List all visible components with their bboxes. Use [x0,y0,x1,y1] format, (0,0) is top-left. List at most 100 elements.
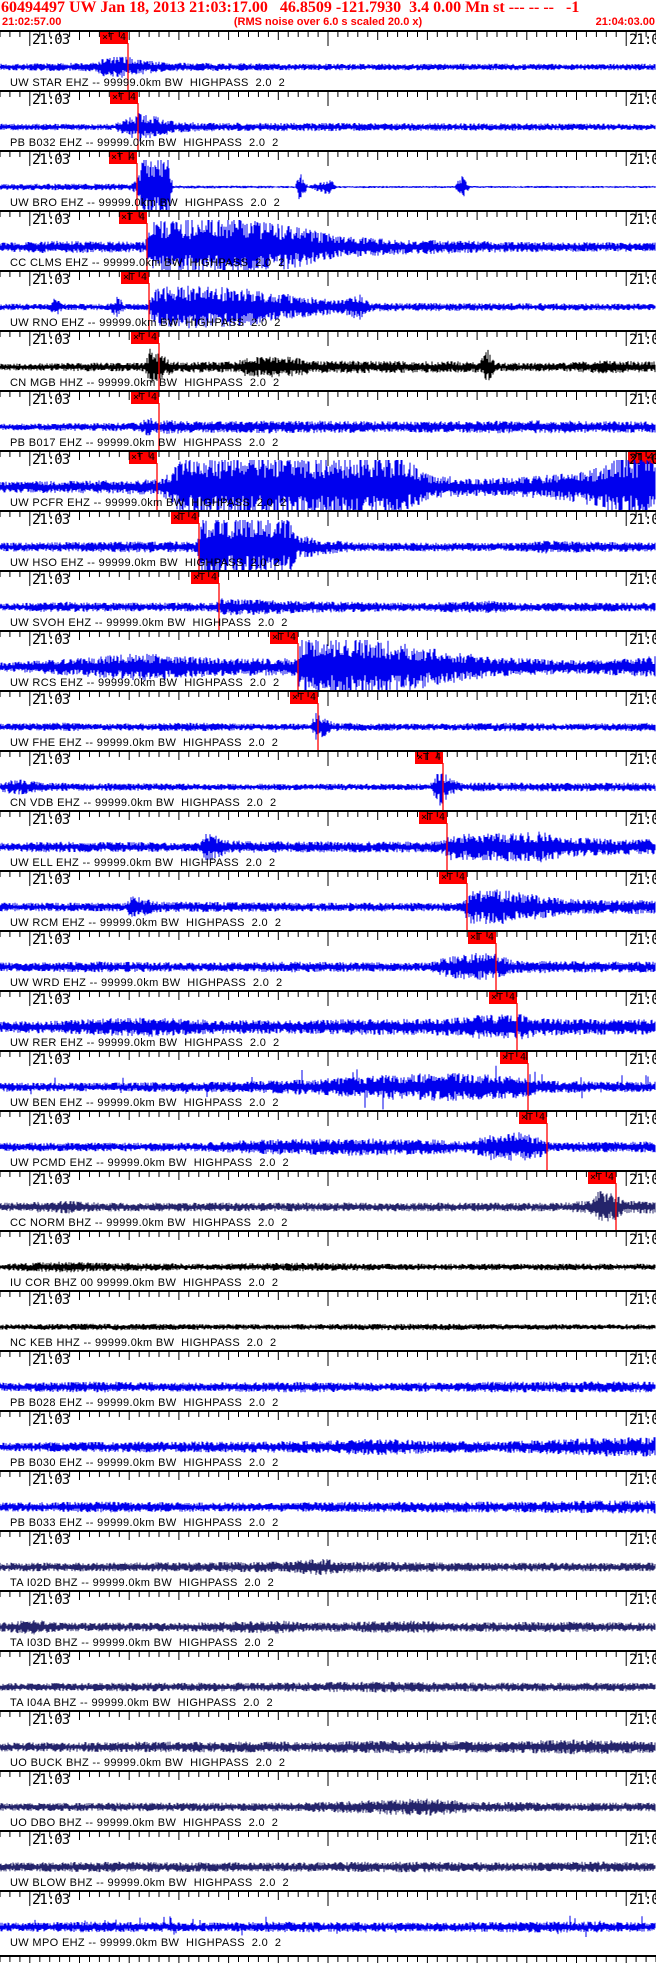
trace-time-left: 21:03 [32,1232,70,1248]
pick-flag[interactable]: ×T 4 [489,992,517,1004]
trace-time-left: 21:03 [32,752,70,768]
trace-waveform[interactable] [0,630,656,690]
trace-time-left: 21:03 [32,452,70,468]
pick-flag[interactable]: ×T 4 [131,392,159,404]
trace-time-left: 21:03 [32,1112,70,1128]
pick-flag[interactable]: ×T 4 [110,92,138,104]
trace-time-left: 21:03 [32,1052,70,1068]
trace-waveform[interactable] [0,1170,656,1230]
trace-waveform[interactable] [0,870,656,930]
trace-time-left: 21:03 [32,1292,70,1308]
trace-waveform[interactable] [0,1350,656,1410]
trace-waveform[interactable] [0,1890,656,1950]
pick-flag[interactable]: ×T 4 [468,932,496,944]
trace-waveform[interactable] [0,1830,656,1890]
trace-station-label: UW PCFR EHZ -- 99999.0km BW HIGHPASS 2.0… [10,497,287,509]
pick-flag[interactable]: ×T 4 [131,332,159,344]
pick-flag[interactable]: ×T 4 [290,692,318,704]
window-end-time: 21:04:03.00 [595,16,655,28]
trace-waveform[interactable] [0,450,656,510]
trace-waveform[interactable] [0,570,656,630]
trace-waveform[interactable] [0,1710,656,1770]
trace-station-label: PB B017 EHZ -- 99999.0km BW HIGHPASS 2.0… [10,437,279,449]
pick-flag[interactable]: ×T 4 [171,512,199,524]
pick-flag[interactable]: ×T 4 [439,872,467,884]
trace-time-left: 21:03 [32,1832,70,1848]
pick-flag[interactable]: ×T 4 [419,812,447,824]
trace-waveform[interactable] [0,210,656,270]
trace-waveform[interactable] [0,510,656,570]
trace-station-label: TA I02D BHZ -- 99999.0km BW HIGHPASS 2.0… [10,1577,275,1589]
trace-time-left: 21:03 [32,212,70,228]
pick-flag[interactable]: ×T 4 [129,452,157,464]
trace-station-label: PB B030 EHZ -- 99999.0km BW HIGHPASS 2.0… [10,1457,279,1469]
pick-flag[interactable]: ×T 4 [119,212,147,224]
trace-waveform[interactable] [0,750,656,810]
trace-station-label: CN MGB HHZ -- 99999.0km BW HIGHPASS 2.0 … [10,377,280,389]
trace-waveform[interactable] [0,990,656,1050]
trace-time-left: 21:03 [32,1412,70,1428]
trace-time-left: 21:03 [32,1772,70,1788]
pick-flag[interactable]: ×T 4 [588,1172,616,1184]
trace-station-label: UW BRO EHZ -- 99999.0km BW HIGHPASS 2.0 … [10,197,281,209]
trace-waveform[interactable] [0,690,656,750]
trace-waveform[interactable] [0,30,656,90]
trace-time-left: 21:03 [32,1172,70,1188]
event-summary-line: 60494497 UW Jan 18, 2013 21:03:17.00 46.… [1,0,580,16]
window-start-time: 21:02:57.00 [2,16,62,28]
trace-waveform[interactable] [0,1230,656,1290]
trace-waveform[interactable] [0,1290,656,1350]
trace-waveform[interactable] [0,150,656,210]
pick-flag[interactable]: ×T 4 [191,572,219,584]
trace-waveform[interactable] [0,390,656,450]
event-header: 60494497 UW Jan 18, 2013 21:03:17.00 46.… [0,0,656,30]
trace-time-left: 21:03 [32,1352,70,1368]
trace-waveform[interactable] [0,1410,656,1470]
trace-station-label: PB B032 EHZ -- 99999.0km BW HIGHPASS 2.0… [10,137,279,149]
pick-flag[interactable]: ×T 4 [270,632,298,644]
trace-waveform[interactable] [0,1530,656,1590]
trace-station-label: PB B028 EHZ -- 99999.0km BW HIGHPASS 2.0… [10,1397,279,1409]
trace-waveform[interactable] [0,810,656,870]
trace-waveform[interactable] [0,1110,656,1170]
trace-time-left: 21:03 [32,272,70,288]
pick-flag[interactable]: ×T 4 [121,272,149,284]
bottom-ruler-ticks [0,1955,656,1968]
pick-flag[interactable]: ×T 4 [519,1112,547,1124]
trace-time-left: 21:03 [32,632,70,648]
trace-time-left: 21:03 [32,1652,70,1668]
trace-waveform[interactable] [0,1650,656,1710]
pick-flag[interactable]: ×T 4 [415,752,443,764]
trace-waveform[interactable] [0,930,656,990]
trace-time-left: 21:03 [32,32,70,48]
trace-waveform[interactable] [0,330,656,390]
trace-waveform[interactable] [0,1470,656,1530]
scaling-note: (RMS noise over 6.0 s scaled 20.0 x) [233,16,423,28]
trace-station-label: UW STAR EHZ -- 99999.0km BW HIGHPASS 2.0… [10,77,286,89]
trace-waveform[interactable] [0,1770,656,1830]
pick-flag[interactable]: ×T 4 [100,32,128,44]
trace-waveform[interactable] [0,90,656,150]
trace-waveform[interactable] [0,1590,656,1650]
trace-waveform[interactable] [0,1050,656,1110]
trace-waveform[interactable] [0,270,656,330]
pick-flag[interactable]: ×T 4 [109,152,137,164]
